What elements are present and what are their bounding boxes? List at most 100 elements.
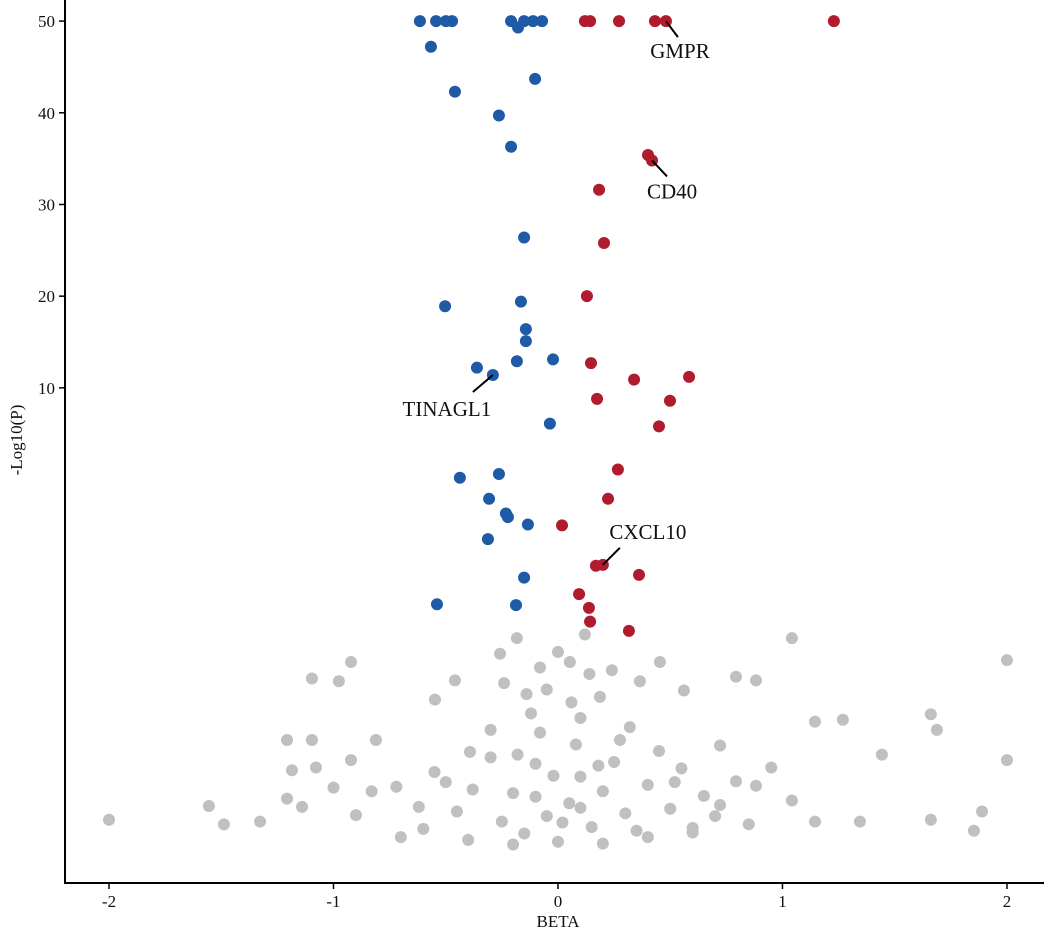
point xyxy=(525,707,538,720)
point xyxy=(466,783,479,796)
point xyxy=(527,15,540,28)
point xyxy=(827,15,840,28)
point xyxy=(569,738,582,751)
annotation-leader xyxy=(602,547,621,566)
point xyxy=(967,824,980,837)
point xyxy=(412,800,425,813)
point xyxy=(785,794,798,807)
point xyxy=(556,816,569,829)
point xyxy=(585,821,598,834)
point xyxy=(505,140,518,153)
point xyxy=(529,790,542,803)
point xyxy=(521,518,534,531)
point xyxy=(507,838,520,851)
point xyxy=(641,831,654,844)
y-tick-label: 20 xyxy=(38,287,55,306)
point xyxy=(470,361,483,374)
point xyxy=(547,769,560,782)
point xyxy=(608,755,621,768)
point xyxy=(714,799,727,812)
point xyxy=(103,813,115,826)
y-tick-label: 40 xyxy=(38,104,55,123)
point xyxy=(285,764,298,777)
annotation-leader xyxy=(651,159,668,178)
point xyxy=(622,624,635,637)
point xyxy=(511,748,524,761)
point xyxy=(540,683,553,696)
point xyxy=(448,85,461,98)
point xyxy=(394,831,407,844)
point xyxy=(664,802,677,815)
point xyxy=(495,815,508,828)
point xyxy=(709,810,722,823)
point xyxy=(507,787,520,800)
point xyxy=(462,833,475,846)
point xyxy=(512,21,525,34)
point xyxy=(446,15,459,28)
annotation-leader xyxy=(472,374,494,393)
point xyxy=(365,785,378,798)
point xyxy=(563,797,576,810)
point xyxy=(583,667,596,680)
point xyxy=(202,799,215,812)
point xyxy=(563,656,576,669)
point xyxy=(305,733,318,746)
point xyxy=(510,632,523,645)
point xyxy=(598,236,610,249)
y-tick-label: 50 xyxy=(38,12,55,31)
point xyxy=(439,300,452,313)
point xyxy=(536,15,549,28)
point xyxy=(613,15,626,28)
point xyxy=(573,588,586,601)
point xyxy=(547,353,560,366)
point xyxy=(809,715,822,728)
x-tick-label: -1 xyxy=(326,892,340,911)
point xyxy=(484,723,497,736)
point xyxy=(492,468,505,481)
point xyxy=(924,813,937,826)
point xyxy=(628,373,641,386)
point xyxy=(749,779,762,792)
point xyxy=(430,598,443,611)
point xyxy=(875,748,888,761)
point xyxy=(519,335,532,348)
point xyxy=(664,394,676,407)
point xyxy=(924,708,937,721)
point xyxy=(484,751,497,764)
point xyxy=(543,417,556,430)
point xyxy=(611,463,624,476)
point xyxy=(633,568,646,581)
point xyxy=(332,675,345,688)
point xyxy=(668,776,681,789)
point xyxy=(534,661,547,674)
point xyxy=(785,632,798,645)
point xyxy=(653,656,666,669)
point xyxy=(518,231,531,244)
point xyxy=(327,781,340,794)
point xyxy=(613,733,626,746)
point xyxy=(749,674,762,687)
point xyxy=(439,776,452,789)
annotation: CXCL10 xyxy=(609,520,686,544)
point xyxy=(428,766,441,779)
point xyxy=(809,815,822,828)
point xyxy=(529,757,542,770)
point xyxy=(481,533,494,546)
point xyxy=(417,822,430,835)
point xyxy=(514,295,527,308)
point xyxy=(578,628,591,641)
point xyxy=(281,792,294,805)
x-axis-title: BETA xyxy=(536,912,580,931)
point xyxy=(714,739,727,752)
point xyxy=(853,815,866,828)
point xyxy=(675,762,688,775)
point xyxy=(309,761,322,774)
point xyxy=(592,759,605,772)
point xyxy=(765,761,778,774)
point xyxy=(534,726,547,739)
point xyxy=(630,824,643,837)
point xyxy=(551,835,564,848)
